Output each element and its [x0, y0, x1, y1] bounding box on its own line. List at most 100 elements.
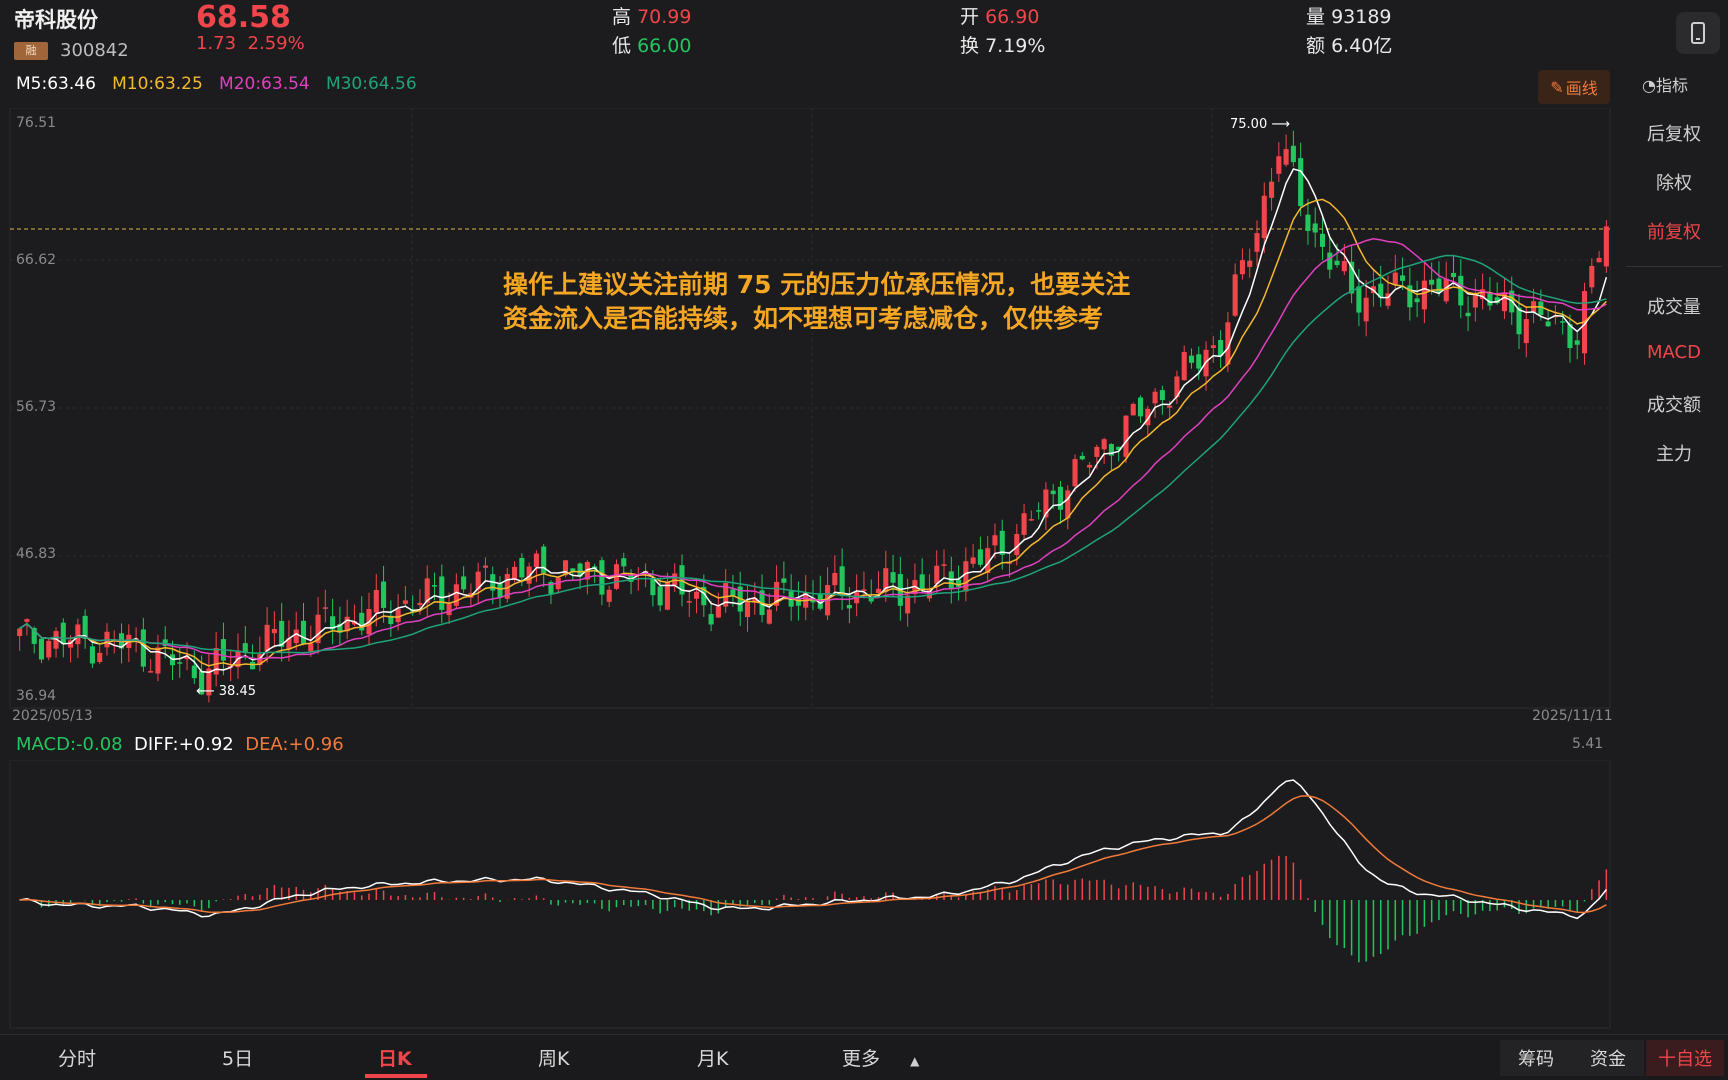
candle-body: [606, 589, 612, 602]
candle-body: [1319, 233, 1326, 247]
y-label-4: 46.83: [16, 546, 57, 562]
candle-body: [17, 628, 23, 636]
quote-header: 帝科股份 融 300842 68.58 1.73 2.59% 高 70.99 低…: [0, 0, 1728, 64]
tab-5day[interactable]: 5日: [222, 1048, 254, 1070]
candle-body: [1247, 260, 1253, 267]
candle-body: [38, 638, 45, 660]
candle-body: [693, 591, 700, 599]
candle-body: [1196, 354, 1202, 369]
draw-line-button[interactable]: ✎ 画线: [1538, 70, 1610, 104]
low-label: 低: [612, 35, 632, 57]
tab-weekly-k[interactable]: 周K: [538, 1048, 570, 1070]
ma-legend: M5:63.46 M10:63.25 M20:63.54 M30:64.56: [16, 74, 417, 94]
funds-button[interactable]: 资金: [1572, 1040, 1644, 1076]
candle-body: [744, 601, 751, 618]
side-item-forward-adjusted[interactable]: 前复权: [1647, 222, 1701, 243]
side-item-main-force[interactable]: 主力: [1656, 444, 1692, 465]
candle-body: [453, 584, 459, 606]
candle-body: [381, 581, 387, 608]
tab-more[interactable]: 更多 ▲: [842, 1044, 919, 1071]
candle-body: [1101, 439, 1107, 450]
candle-body: [1567, 324, 1573, 349]
candle-body: [431, 585, 438, 587]
candle-body: [351, 621, 357, 625]
candle-body: [1421, 280, 1427, 310]
candle-body: [526, 566, 532, 584]
candle-body: [672, 573, 678, 586]
annotation-line-2: 资金流入是否能持续，如不理想可考虑减仓，仅供参考: [503, 304, 1104, 333]
candle-body: [140, 629, 146, 667]
ma5-line: [19, 168, 1608, 674]
stock-code: 300842: [60, 40, 129, 61]
candle-body: [599, 560, 605, 595]
candle-body: [1349, 261, 1355, 294]
candle-body: [1057, 486, 1064, 510]
candle-body: [1538, 301, 1544, 316]
side-item-macd[interactable]: MACD: [1647, 342, 1701, 363]
candle-body: [1137, 397, 1144, 417]
tab-monthly-k[interactable]: 月K: [697, 1048, 729, 1070]
candle-body: [504, 574, 510, 599]
candle-body: [373, 589, 379, 613]
y-label-top: 76.51: [16, 115, 57, 131]
candle-body: [956, 579, 962, 587]
candle-body: [1181, 352, 1187, 381]
candle-body: [570, 568, 576, 572]
turnover-label: 换: [960, 35, 980, 57]
candle-body: [730, 589, 736, 596]
candle-body: [1269, 181, 1275, 198]
ma20-value: M20:63.54: [219, 74, 310, 94]
candle-body: [300, 620, 307, 645]
low-value: 66.00: [637, 35, 692, 57]
candle-body: [177, 662, 183, 664]
side-item-turnover-amount[interactable]: 成交额: [1647, 395, 1701, 416]
change-value: 1.73: [196, 33, 237, 54]
side-item-volume[interactable]: 成交量: [1647, 297, 1701, 318]
candle-body: [424, 578, 430, 603]
annotation-line-1: 操作上建议关注前期 75 元的压力位承压情况，也要关注: [503, 270, 1131, 299]
candle-body: [1036, 510, 1042, 512]
side-item-ex-rights[interactable]: 除权: [1656, 173, 1692, 194]
candle-body: [548, 581, 554, 594]
candle-body: [1028, 519, 1034, 521]
add-watchlist-button[interactable]: 十自选: [1646, 1040, 1724, 1076]
dea-value: DEA:+0.96: [245, 734, 344, 755]
candle-body: [723, 583, 729, 607]
y-label-bottom: 36.94: [16, 688, 57, 704]
candle-body: [271, 628, 277, 634]
candle-body: [1239, 260, 1245, 275]
sidebar-divider: [1626, 266, 1722, 267]
candle-body: [657, 586, 663, 606]
chips-button[interactable]: 筹码: [1500, 1040, 1572, 1076]
caret-up-icon: ▲: [910, 1054, 920, 1068]
candle-body: [1145, 408, 1151, 426]
kline-chart[interactable]: [0, 108, 1620, 728]
ma5-value: M5:63.46: [16, 74, 96, 94]
indicator-button[interactable]: ◔指标: [1642, 72, 1688, 96]
side-item-back-adjusted[interactable]: 后复权: [1647, 124, 1701, 145]
tab-intraday[interactable]: 分时: [58, 1048, 97, 1070]
macd-chart[interactable]: [0, 760, 1620, 1030]
candle-body: [1218, 339, 1224, 356]
candle-body: [1523, 319, 1529, 344]
candle-body: [1276, 156, 1282, 174]
candle-body: [89, 646, 95, 664]
candle-body: [1072, 459, 1078, 487]
arrow-left-icon: ⟵: [196, 684, 215, 699]
turnover-value: 7.19%: [985, 35, 1046, 57]
volume-value: 93189: [1331, 6, 1392, 28]
candle-body: [97, 652, 103, 662]
arrow-right-icon: ⟶: [1271, 117, 1290, 132]
candle-body: [1450, 272, 1457, 278]
open-value: 66.90: [985, 6, 1040, 28]
candle-body: [1392, 272, 1398, 286]
tab-daily-k[interactable]: 日K: [378, 1048, 412, 1070]
device-toggle-button[interactable]: [1676, 12, 1720, 54]
candle-body: [46, 640, 52, 658]
candle-body: [519, 557, 525, 578]
stat-turnover: 换 7.19%: [960, 31, 1045, 58]
candle-body: [308, 643, 314, 652]
candle-body: [512, 566, 518, 580]
candle-body: [1334, 260, 1340, 266]
high-value: 70.99: [637, 6, 692, 28]
